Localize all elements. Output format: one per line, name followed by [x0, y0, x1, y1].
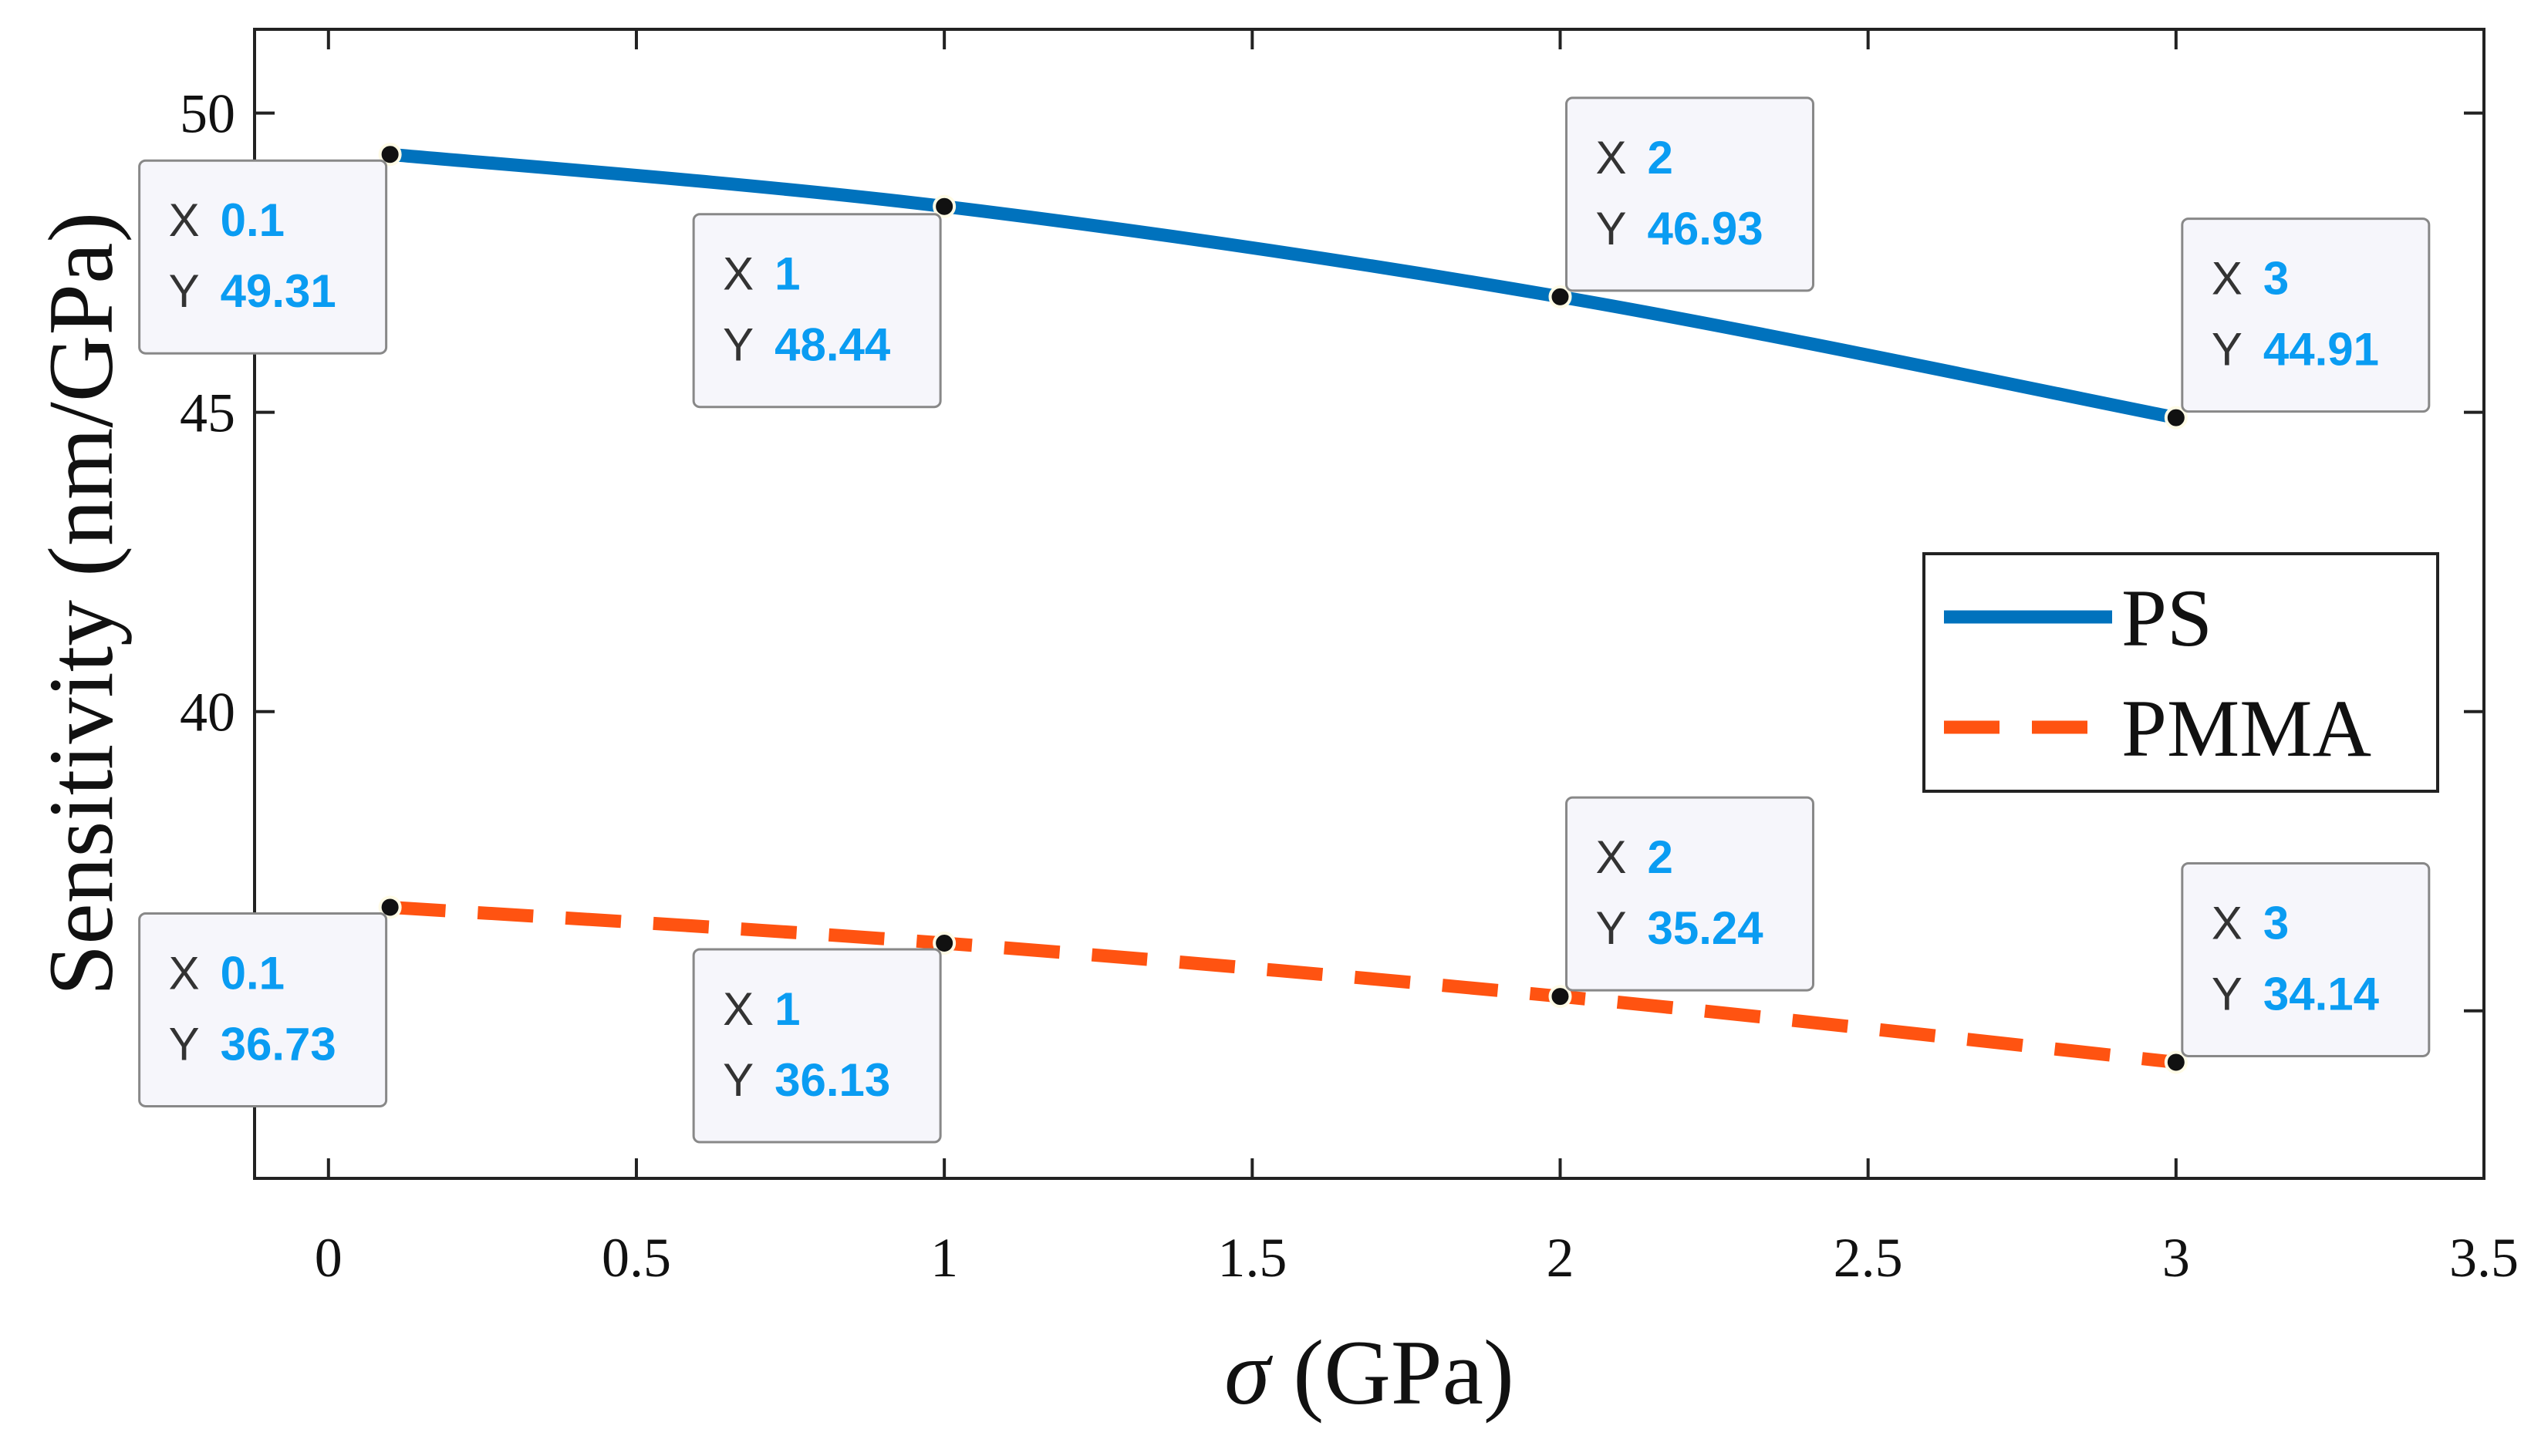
series-line-ps — [389, 147, 2178, 424]
data-point-pmma[interactable] — [378, 895, 402, 919]
datatip-y-value: 49.31 — [221, 265, 336, 317]
datatip-x-value: 2 — [1647, 831, 1672, 883]
datatip-y-value: 48.44 — [774, 319, 891, 371]
datatip-box — [692, 213, 942, 409]
x-tick-label: 0.5 — [602, 1227, 671, 1289]
datatip-x-value: 0.1 — [221, 947, 285, 999]
datatip: X 3Y 44.91 — [2181, 217, 2431, 413]
data-point-pmma[interactable] — [933, 932, 957, 956]
x-tick-label: 2.5 — [1834, 1227, 1903, 1289]
legend: PS PMMA — [1922, 552, 2439, 793]
datatip: X 1Y 36.13 — [692, 948, 942, 1144]
datatip-x-value: 1 — [774, 248, 800, 300]
data-point-ps[interactable] — [378, 143, 402, 167]
legend-label-pmma: PMMA — [2121, 683, 2371, 774]
datatip: X 0.1 Y 36.73 — [138, 912, 388, 1107]
legend-box — [1922, 552, 2439, 793]
datatip-x-value: 2 — [1647, 132, 1672, 184]
datatip-box — [1564, 96, 1814, 292]
datatip-y-label: Y — [2212, 968, 2242, 1020]
datatip-box — [2181, 217, 2431, 413]
data-point-ps[interactable] — [933, 194, 957, 218]
x-tick-label: 1.5 — [1217, 1227, 1287, 1289]
datatip-y-value: 44.91 — [2263, 324, 2379, 376]
datatip: X 0.1 Y 49.31 — [138, 159, 388, 355]
datatip-x-label: X — [723, 983, 754, 1035]
datatip-y-value: 35.24 — [1647, 902, 1763, 954]
data-point-pmma[interactable] — [2164, 1050, 2188, 1074]
datatip-y-value: 46.93 — [1647, 203, 1763, 254]
datatip-x-label: X — [723, 248, 754, 300]
datatip-y-label: Y — [723, 1054, 754, 1106]
x-tick-label: 0 — [315, 1227, 343, 1289]
datatip: X 3Y 34.14 — [2181, 861, 2431, 1057]
data-point-ps[interactable] — [1548, 285, 1572, 308]
x-tick-label: 2 — [1546, 1227, 1574, 1289]
datatip-y-value: 34.14 — [2263, 968, 2380, 1020]
x-tick-label: 1 — [930, 1227, 958, 1289]
data-point-pmma[interactable] — [1548, 985, 1572, 1009]
datatip-layer: X 0.1Y 49.31 X 1Y 48.44X 2Y 46.93X 3Y 44.91X 0.1Y 3… — [138, 96, 2431, 1144]
x-tick-label: 3 — [2162, 1227, 2190, 1289]
datatip-box — [138, 912, 388, 1107]
y-tick-label: 50 — [180, 83, 235, 145]
datatip-x-value: 0.1 — [221, 194, 285, 246]
y-axis-title: Sensitivity (nm/GPa) — [29, 212, 132, 996]
x-axis-title: σ (GPa) — [1224, 1321, 1514, 1424]
datatip-x-label: X — [169, 947, 200, 999]
series-line-pmma — [390, 900, 2177, 1069]
datatip-x-label: X — [1595, 132, 1626, 184]
datatip-y-label: Y — [723, 319, 754, 371]
datatip-y-label: Y — [169, 1018, 200, 1070]
series-layer — [389, 147, 2178, 1069]
y-tick-label: 45 — [180, 383, 235, 444]
datatip-x-value: 3 — [2263, 897, 2289, 949]
y-tick-label: 40 — [180, 682, 235, 743]
datatip-box — [138, 159, 388, 355]
datatip-x-label: X — [169, 194, 200, 246]
datatip-box — [2181, 861, 2431, 1057]
marker-layer — [378, 143, 2188, 1074]
datatip-x-value: 1 — [774, 983, 800, 1035]
legend-label-ps: PS — [2121, 573, 2212, 663]
datatip-y-label: Y — [1595, 203, 1626, 254]
datatip-x-label: X — [2212, 897, 2242, 949]
datatip-x-value: 3 — [2263, 253, 2289, 305]
x-axis: 0 0.5 1 1.5 2 2.5 3 3.5 — [315, 29, 2519, 1289]
data-point-ps[interactable] — [2164, 406, 2188, 430]
datatip-box — [1564, 796, 1814, 992]
datatip-x-label: X — [1595, 831, 1626, 883]
datatip-y-label: Y — [2212, 324, 2242, 376]
x-tick-label: 3.5 — [2449, 1227, 2519, 1289]
datatip-y-value: 36.13 — [774, 1054, 890, 1106]
datatip-box — [692, 948, 942, 1144]
datatip-x-label: X — [2212, 253, 2242, 305]
datatip: X 2Y 46.93 — [1564, 96, 1814, 292]
datatip: X 2Y 35.24 — [1564, 796, 1814, 992]
datatip-y-label: Y — [169, 265, 200, 317]
datatip: X 1Y 48.44 — [692, 213, 942, 409]
datatip-y-value: 36.73 — [221, 1018, 336, 1070]
datatip-y-label: Y — [1595, 902, 1626, 954]
